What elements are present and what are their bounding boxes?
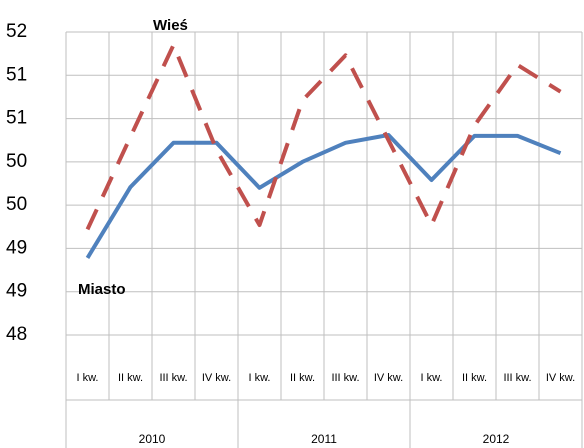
x-tick-label: III kw. [503, 372, 531, 384]
x-tick-label: I kw. [248, 372, 270, 384]
x-tick-label: III kw. [331, 372, 359, 384]
series-line [85, 133, 562, 259]
x-tick-label: I kw. [76, 372, 98, 384]
x-tick-label: II kw. [462, 372, 487, 384]
x-group-label: 2011 [311, 432, 337, 446]
y-tick-label: 49 [6, 281, 27, 302]
y-tick-label: 50 [6, 194, 27, 215]
x-tick-label: III kw. [159, 372, 187, 384]
y-tick-label: 52 [6, 21, 27, 42]
x-tick-label: II kw. [118, 372, 143, 384]
x-tick-label: IV kw. [546, 372, 575, 384]
series-line [85, 42, 562, 231]
x-group-label: 2010 [139, 432, 166, 446]
x-tick-label: IV kw. [202, 372, 231, 384]
series-label: Miasto [78, 281, 126, 298]
y-tick-label: 51 [6, 108, 27, 129]
x-tick-label: II kw. [290, 372, 315, 384]
y-tick-label: 49 [6, 237, 27, 258]
series-label: Wieś [153, 17, 188, 34]
y-tick-label: 51 [6, 64, 27, 85]
x-group-label: 2012 [483, 432, 510, 446]
y-tick-label: 48 [6, 324, 27, 345]
y-tick-label: 50 [6, 151, 27, 172]
x-tick-label: IV kw. [374, 372, 403, 384]
x-tick-label: I kw. [420, 372, 442, 384]
